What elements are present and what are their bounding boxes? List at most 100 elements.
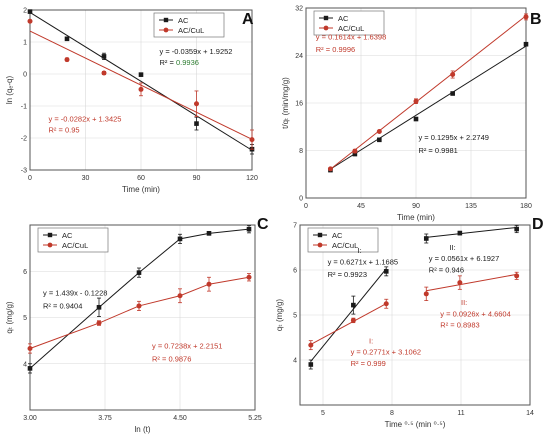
y-tick-label: 16 <box>295 101 303 108</box>
y-tick-label: 0 <box>23 72 27 79</box>
data-point <box>457 280 463 286</box>
data-point <box>327 166 333 172</box>
data-point <box>352 148 358 154</box>
data-point <box>246 274 252 280</box>
legend-marker <box>163 27 169 33</box>
y-tick-label: 4 <box>293 358 297 365</box>
x-axis-title: ln (t) <box>135 425 151 434</box>
legend-label: AC/CuL <box>178 26 204 35</box>
equation-label: I: <box>369 336 373 345</box>
series-line <box>29 228 250 369</box>
fit-line <box>330 15 527 170</box>
panel-label: D <box>532 216 544 233</box>
legend-box <box>313 10 385 36</box>
equation-label: I: <box>358 246 362 255</box>
data-point <box>450 91 455 96</box>
fit-line <box>310 268 387 362</box>
y-tick-label: 0 <box>299 196 303 203</box>
y-axis-title: qₜ (mg/g) <box>275 299 284 331</box>
panel-label: B <box>530 11 542 28</box>
legend-label: AC <box>332 231 343 240</box>
data-point <box>352 151 358 157</box>
equation-label: R² = 0.9404 <box>43 301 82 310</box>
data-point <box>514 226 519 232</box>
series-ac <box>308 225 519 370</box>
fit-line <box>29 11 253 151</box>
x-tick-label: 5 <box>321 410 325 417</box>
legend-marker <box>317 232 323 238</box>
equation-label: R² = 0.9981 <box>418 146 457 155</box>
data-point <box>249 137 255 143</box>
data-point <box>206 281 212 287</box>
equation-label: R² = 0.9996 <box>316 45 355 54</box>
data-point <box>138 86 144 92</box>
equation-label: y = 0.1295x + 2.2749 <box>418 133 488 142</box>
data-point <box>194 121 199 126</box>
x-tick-label: 180 <box>520 203 532 210</box>
data-point <box>136 270 142 275</box>
y-tick-label: 4 <box>23 361 27 368</box>
data-point <box>138 72 144 77</box>
data-point <box>308 342 314 348</box>
y-tick-label: 2 <box>23 8 27 15</box>
y-tick-label: 1 <box>23 40 27 47</box>
x-tick-label: 90 <box>193 175 201 182</box>
equation-label: R² = 0.946 <box>429 265 464 274</box>
series-ac-cul <box>327 13 529 172</box>
equation-label: y = -0.0359x + 1.9252 <box>160 47 233 56</box>
equation-label: y = 0.7238x + 2.2151 <box>152 341 222 350</box>
y-axis-title: t/qₜ (min/mg/g) <box>281 77 290 129</box>
equation-label: y = 0.6271x + 1.1685 <box>328 258 398 267</box>
legend-label: AC/CuL <box>338 24 364 33</box>
data-point <box>523 41 529 47</box>
data-point <box>27 18 33 24</box>
data-point <box>514 273 520 279</box>
panel-c: 3.00 3.75 4.50 5.25 4 5 6 ln (t) qₜ (mg/g) C ACAC/… <box>5 216 269 434</box>
fit-line <box>330 45 527 170</box>
data-point <box>27 366 33 371</box>
equation-label: y = 0.1614x + 1.6398 <box>316 32 386 41</box>
x-tick-label: 4.50 <box>173 415 187 422</box>
equation-label: R² = 0.9876 <box>152 354 191 363</box>
data-point <box>383 269 389 274</box>
data-point <box>27 9 33 14</box>
legend-marker <box>323 25 329 31</box>
series-line <box>29 276 250 349</box>
data-point <box>383 301 389 307</box>
legend-label: AC/CuL <box>332 241 358 250</box>
legend-marker <box>47 242 53 248</box>
legend-label: AC <box>178 16 189 25</box>
plot-frame <box>29 224 256 411</box>
equation-label: y = -0.0282x + 1.3425 <box>49 114 122 123</box>
data-point <box>350 317 356 323</box>
data-point <box>177 236 183 242</box>
data-point <box>96 305 102 310</box>
y-tick-label: 6 <box>23 269 27 276</box>
data-point <box>423 236 429 241</box>
x-axis-title: Time (min) <box>397 213 435 222</box>
data-point <box>96 320 102 326</box>
y-tick-label: 32 <box>295 6 303 13</box>
x-tick-label: 0 <box>304 203 308 210</box>
data-point <box>377 137 382 143</box>
fit-line <box>310 303 387 345</box>
equation-label: y = 0.2771x + 3.1062 <box>351 348 421 357</box>
y-tick-label: 5 <box>293 313 297 320</box>
series-ac-cul <box>27 18 255 150</box>
data-point <box>423 291 429 297</box>
x-axis-title: Time (min) <box>122 185 160 194</box>
equation-label: y = 0.0926x + 4.6604 <box>440 309 510 318</box>
data-point <box>308 362 314 367</box>
x-tick-label: 135 <box>465 203 477 210</box>
plot-frame <box>299 224 531 406</box>
x-tick-label: 14 <box>526 410 534 417</box>
equation-label: y = 0.0561x + 6.1927 <box>429 254 499 263</box>
data-point <box>27 345 33 351</box>
legend-marker <box>323 15 329 21</box>
data-point <box>523 14 529 20</box>
panel-label: C <box>257 216 269 233</box>
